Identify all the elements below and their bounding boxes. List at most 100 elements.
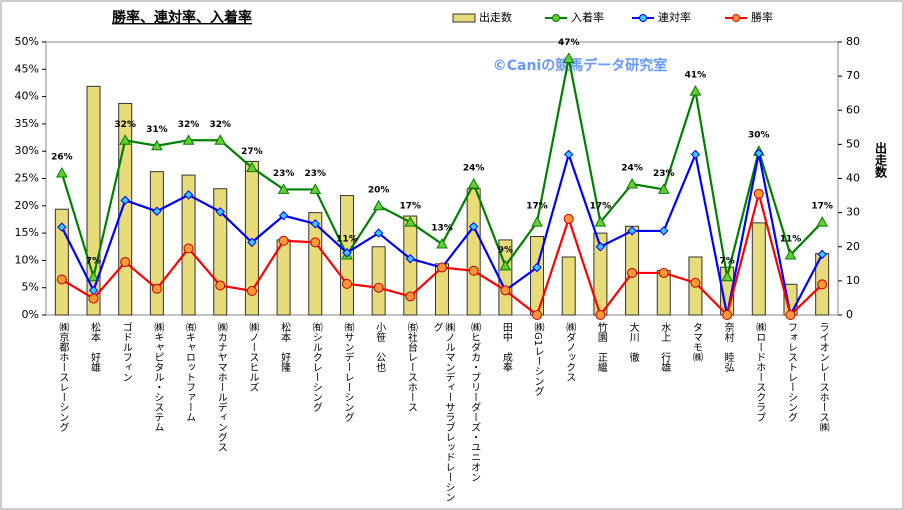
- marker: [499, 259, 512, 271]
- marker: [817, 249, 827, 260]
- y-tick-label: 15%: [15, 226, 39, 239]
- x-tick-label: ㈲社台レースホース: [405, 322, 417, 412]
- legend-label: 入着率: [571, 10, 604, 24]
- x-tick-label: ㈲サンデーレーシング: [341, 322, 353, 422]
- x-tick-label: ㈱キャピタル・システム: [151, 322, 163, 432]
- data-label: 30%: [748, 131, 770, 141]
- marker: [215, 207, 225, 217]
- marker: [310, 237, 321, 248]
- marker: [721, 270, 733, 282]
- bar: [276, 239, 291, 316]
- legend-swatch: [452, 13, 476, 23]
- y-tick-label: 40%: [15, 90, 39, 103]
- y-tick-label: 0%: [22, 308, 39, 321]
- marker: [183, 190, 194, 200]
- marker: [816, 216, 829, 227]
- marker: [562, 52, 575, 63]
- marker: [405, 291, 416, 302]
- y2-tick-label: 0: [846, 308, 853, 321]
- y2-tick-label: 50: [846, 137, 860, 150]
- y-tick-label: 45%: [15, 62, 39, 75]
- legend-marker: [552, 14, 560, 22]
- x-tick-label: 水上 行雄: [658, 322, 670, 372]
- data-label: 32%: [178, 120, 200, 130]
- marker: [658, 267, 669, 278]
- data-label: 11%: [336, 234, 358, 244]
- marker: [500, 285, 511, 296]
- marker: [657, 183, 670, 194]
- data-label: 23%: [273, 169, 295, 179]
- marker: [784, 248, 797, 260]
- x-tick-label: ㈱G1レーシング: [532, 322, 544, 397]
- data-label: 32%: [209, 120, 231, 130]
- marker: [214, 134, 227, 145]
- data-label: 17%: [811, 202, 833, 212]
- x-tick-label: ㈲シルクレーシング: [310, 322, 322, 412]
- data-label: 23%: [653, 169, 675, 179]
- y2-tick-label: 20: [846, 240, 860, 253]
- data-label: 41%: [685, 71, 707, 81]
- legend-label: 出走数: [479, 10, 512, 24]
- y2-axis-title: 出走数: [874, 141, 888, 179]
- x-tick-label: ㈱ロードホースクラブ: [753, 322, 765, 422]
- data-label: 9%: [498, 245, 513, 255]
- marker: [627, 226, 637, 236]
- marker: [563, 213, 574, 224]
- legend-marker: [732, 14, 740, 22]
- marker: [152, 206, 162, 216]
- marker: [342, 248, 352, 258]
- marker: [532, 262, 542, 273]
- data-label: 13%: [431, 224, 453, 234]
- data-label: 47%: [558, 38, 580, 48]
- bar: [86, 85, 101, 316]
- y2-tick-label: 40: [846, 172, 860, 185]
- data-label: 27%: [241, 147, 263, 157]
- bar: [751, 222, 766, 316]
- marker: [309, 183, 322, 194]
- marker: [659, 226, 669, 236]
- marker: [341, 278, 352, 289]
- marker: [88, 293, 99, 304]
- marker: [246, 161, 258, 173]
- x-tick-label: 大川 徹: [627, 322, 639, 362]
- y2-tick-label: 80: [846, 35, 860, 48]
- y-tick-label: 10%: [15, 253, 39, 266]
- y-tick-label: 20%: [15, 199, 39, 212]
- bar: [371, 246, 386, 316]
- y2-tick-label: 30: [846, 206, 860, 219]
- data-label: 26%: [51, 153, 73, 163]
- bar: [403, 215, 418, 316]
- x-tick-label: ㈱京都ホースレーシング: [56, 322, 68, 432]
- marker: [689, 85, 702, 96]
- marker: [405, 254, 416, 264]
- data-label: 17%: [590, 202, 612, 212]
- x-tick-label: ゴドルフィン: [120, 322, 132, 382]
- y2-tick-label: 70: [846, 69, 860, 82]
- marker: [182, 134, 195, 145]
- marker: [372, 199, 385, 211]
- x-tick-label: ㈱ヒダカ・ブリーダーズ・ユニオン: [468, 322, 480, 482]
- data-label: 24%: [463, 163, 485, 173]
- data-label: 32%: [114, 120, 136, 130]
- marker: [467, 177, 480, 189]
- data-label: 7%: [86, 256, 101, 266]
- marker: [437, 262, 447, 273]
- marker: [55, 167, 68, 178]
- data-label: 7%: [719, 256, 734, 266]
- marker: [310, 219, 320, 229]
- x-tick-label: 小笹 公也: [373, 322, 385, 372]
- marker: [215, 280, 226, 291]
- data-label: 20%: [368, 185, 390, 195]
- bar: [561, 256, 576, 316]
- marker: [722, 310, 733, 320]
- marker: [785, 310, 796, 320]
- x-tick-label: 松本 好隆: [278, 322, 290, 372]
- marker: [278, 210, 289, 221]
- data-label: 17%: [526, 202, 548, 212]
- x-tick-label: ㈱カナヤマホールディングス: [215, 322, 227, 452]
- marker: [277, 183, 290, 194]
- marker: [404, 216, 417, 227]
- bar: [308, 212, 323, 316]
- marker: [468, 221, 479, 232]
